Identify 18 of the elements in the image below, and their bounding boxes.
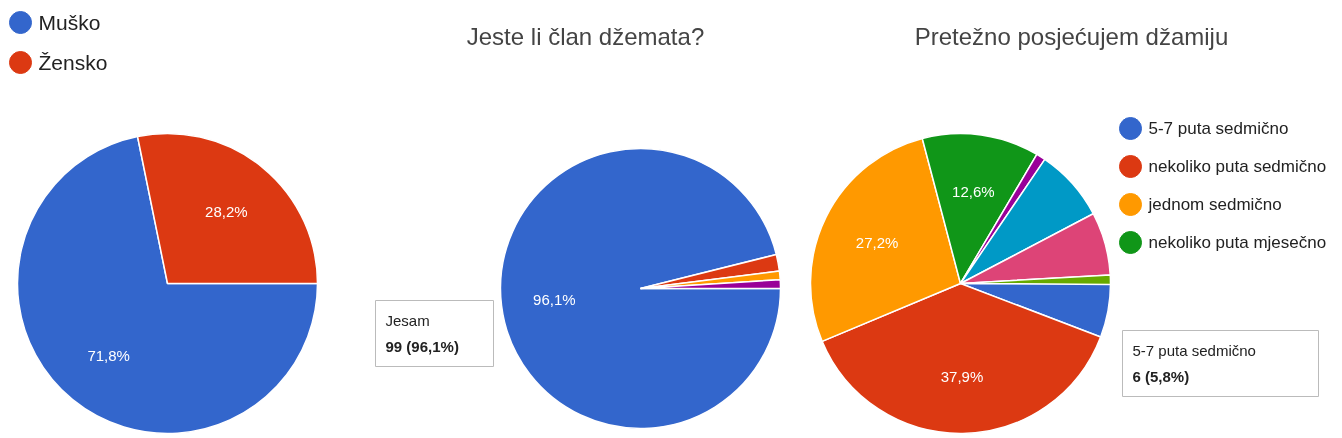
chart-title: Jeste li član džemata? xyxy=(466,23,705,50)
legend-label: 5-7 puta sedmično xyxy=(1148,119,1289,138)
data-label: 27,2% xyxy=(855,233,899,251)
data-label: 28,2% xyxy=(205,202,248,220)
chart-title: Pretežno posjećujem džamiju xyxy=(914,23,1229,50)
data-label: 37,9% xyxy=(940,367,984,385)
text: 6 (5,8%) xyxy=(1132,368,1190,385)
legend-label: nekoliko puta mjesečno xyxy=(1148,233,1327,252)
legend-label: Muško xyxy=(38,11,101,34)
data-label: 96,1% xyxy=(533,290,576,308)
data-label: 12,6% xyxy=(952,182,995,200)
slice-label: Jesam xyxy=(385,312,430,329)
slice-label: 5-7 puta sedmično xyxy=(1132,342,1256,359)
legend-label: jednom sedmično xyxy=(1147,195,1282,214)
legend-label: Žensko xyxy=(38,51,108,74)
text: 99 (96,1%) xyxy=(385,338,459,355)
data-label: 71,8% xyxy=(87,347,130,365)
legend-label: nekoliko puta sedmično xyxy=(1148,157,1327,176)
